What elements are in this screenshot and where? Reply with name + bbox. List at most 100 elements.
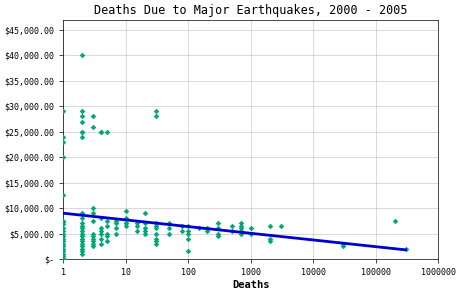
Point bbox=[265, 236, 273, 241]
Point bbox=[203, 229, 210, 233]
Point bbox=[89, 241, 96, 246]
Point bbox=[78, 234, 85, 238]
Point bbox=[97, 129, 104, 134]
Point bbox=[133, 229, 140, 233]
Point bbox=[78, 231, 85, 236]
Point bbox=[122, 221, 129, 226]
Point bbox=[122, 208, 129, 213]
Point bbox=[59, 241, 67, 246]
Point bbox=[214, 234, 221, 238]
Point bbox=[246, 226, 254, 231]
Point bbox=[140, 211, 148, 216]
Title: Deaths Due to Major Earthquakes, 2000 - 2005: Deaths Due to Major Earthquakes, 2000 - … bbox=[94, 4, 407, 17]
Point bbox=[89, 124, 96, 129]
Point bbox=[184, 231, 191, 236]
Point bbox=[112, 226, 119, 231]
Point bbox=[151, 241, 159, 246]
Point bbox=[89, 239, 96, 243]
Point bbox=[59, 140, 67, 144]
Point bbox=[89, 206, 96, 211]
Point bbox=[78, 119, 85, 124]
Point bbox=[97, 229, 104, 233]
Point bbox=[237, 231, 244, 236]
Point bbox=[59, 226, 67, 231]
Point bbox=[78, 241, 85, 246]
Point bbox=[151, 226, 159, 231]
Point bbox=[59, 244, 67, 249]
Point bbox=[103, 234, 110, 238]
Point bbox=[59, 220, 67, 225]
Point bbox=[103, 218, 110, 223]
Point bbox=[97, 216, 104, 220]
Point bbox=[59, 193, 67, 198]
Point bbox=[214, 231, 221, 236]
Point bbox=[112, 221, 119, 226]
Point bbox=[246, 231, 254, 236]
Point bbox=[89, 244, 96, 249]
Point bbox=[78, 223, 85, 228]
Point bbox=[237, 229, 244, 233]
Point bbox=[89, 211, 96, 216]
Point bbox=[59, 234, 67, 238]
Point bbox=[151, 109, 159, 114]
X-axis label: Deaths: Deaths bbox=[231, 280, 269, 290]
Point bbox=[133, 221, 140, 226]
Point bbox=[78, 129, 85, 134]
Point bbox=[59, 222, 67, 227]
Point bbox=[184, 236, 191, 241]
Point bbox=[401, 246, 409, 251]
Point bbox=[78, 221, 85, 226]
Point bbox=[178, 229, 185, 233]
Point bbox=[97, 241, 104, 246]
Point bbox=[112, 218, 119, 223]
Point bbox=[78, 134, 85, 139]
Point bbox=[140, 231, 148, 236]
Point bbox=[89, 114, 96, 119]
Point bbox=[237, 221, 244, 226]
Point bbox=[78, 109, 85, 114]
Point bbox=[78, 216, 85, 220]
Point bbox=[78, 249, 85, 254]
Point bbox=[140, 229, 148, 233]
Point bbox=[133, 223, 140, 228]
Point bbox=[228, 223, 235, 228]
Point bbox=[97, 226, 104, 231]
Point bbox=[59, 109, 67, 114]
Point bbox=[165, 226, 173, 231]
Point bbox=[151, 221, 159, 226]
Point bbox=[97, 236, 104, 241]
Point bbox=[78, 236, 85, 241]
Point bbox=[59, 252, 67, 256]
Point bbox=[78, 229, 85, 233]
Point bbox=[339, 244, 346, 249]
Point bbox=[151, 114, 159, 119]
Point bbox=[122, 223, 129, 228]
Point bbox=[228, 229, 235, 233]
Point bbox=[265, 223, 273, 228]
Point bbox=[390, 218, 397, 223]
Point bbox=[165, 221, 173, 226]
Point bbox=[103, 223, 110, 228]
Point bbox=[97, 129, 104, 134]
Point bbox=[78, 114, 85, 119]
Point bbox=[151, 231, 159, 236]
Point bbox=[97, 231, 104, 236]
Point bbox=[103, 239, 110, 243]
Point bbox=[78, 53, 85, 58]
Point bbox=[78, 252, 85, 256]
Point bbox=[59, 229, 67, 233]
Point bbox=[59, 236, 67, 241]
Point bbox=[59, 254, 67, 259]
Point bbox=[203, 226, 210, 231]
Point bbox=[151, 223, 159, 228]
Point bbox=[165, 231, 173, 236]
Point bbox=[178, 223, 185, 228]
Point bbox=[78, 211, 85, 216]
Point bbox=[59, 134, 67, 139]
Point bbox=[59, 246, 67, 251]
Point bbox=[276, 223, 284, 228]
Point bbox=[195, 226, 202, 231]
Point bbox=[89, 234, 96, 238]
Point bbox=[214, 226, 221, 231]
Point bbox=[184, 223, 191, 228]
